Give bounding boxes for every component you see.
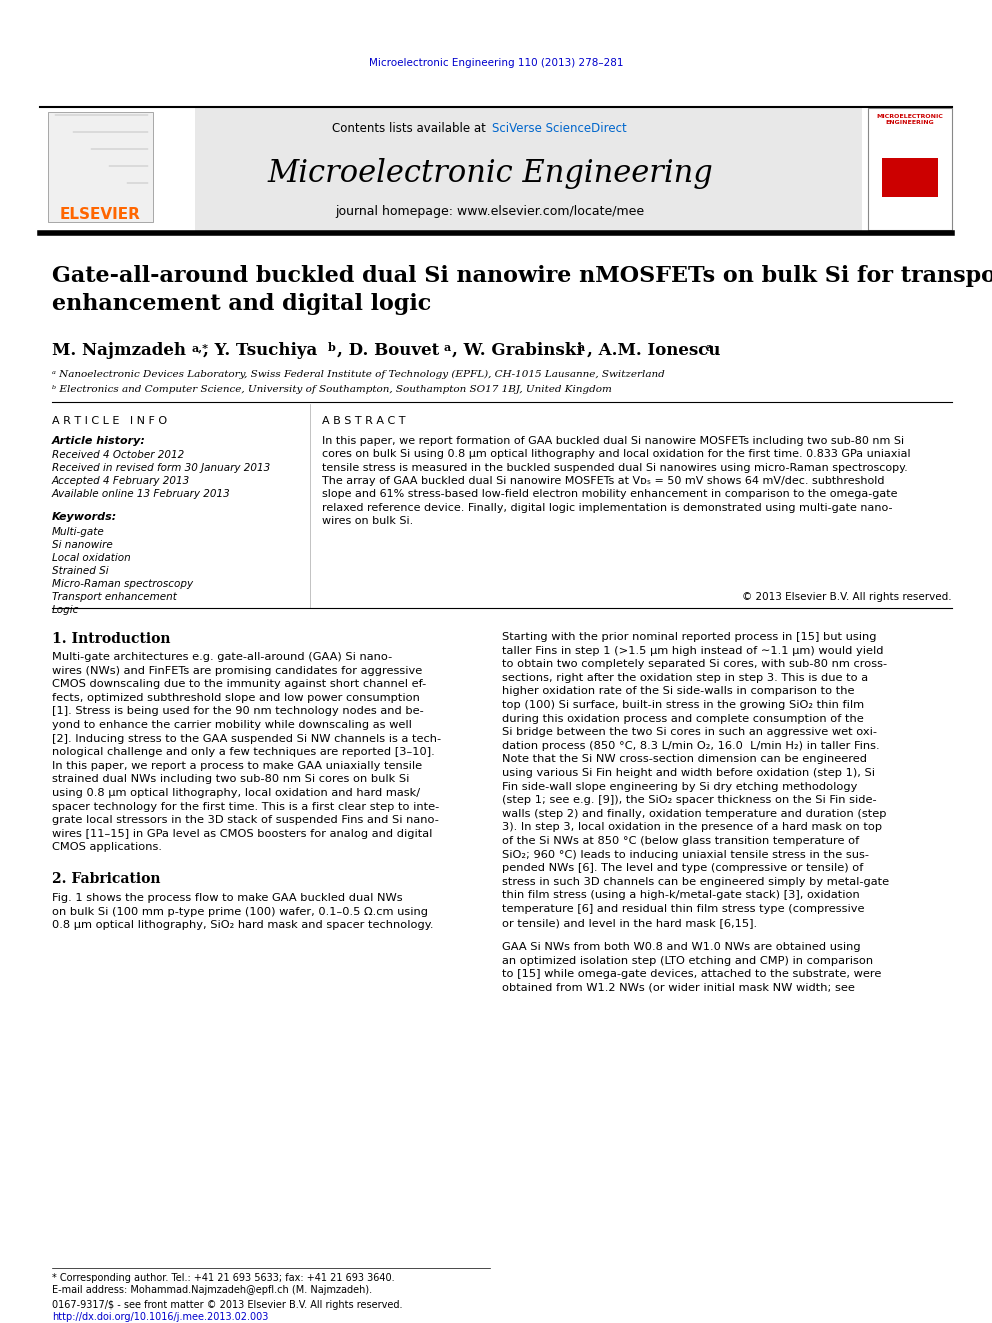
Text: Accepted 4 February 2013: Accepted 4 February 2013 xyxy=(52,476,190,486)
Text: a: a xyxy=(443,343,450,353)
Text: a,*: a,* xyxy=(191,343,208,353)
Text: Contents lists available at: Contents lists available at xyxy=(332,122,490,135)
Text: GAA Si NWs from both W0.8 and W1.0 NWs are obtained using
an optimized isolation: GAA Si NWs from both W0.8 and W1.0 NWs a… xyxy=(502,942,881,992)
Text: MICROELECTRONIC
ENGINEERING: MICROELECTRONIC ENGINEERING xyxy=(877,114,943,124)
Text: * Corresponding author. Tel.: +41 21 693 5633; fax: +41 21 693 3640.: * Corresponding author. Tel.: +41 21 693… xyxy=(52,1273,395,1283)
Text: 0167-9317/$ - see front matter © 2013 Elsevier B.V. All rights reserved.: 0167-9317/$ - see front matter © 2013 El… xyxy=(52,1301,403,1310)
Bar xyxy=(868,108,952,230)
Text: A R T I C L E   I N F O: A R T I C L E I N F O xyxy=(52,415,167,426)
Text: b: b xyxy=(328,343,336,353)
Text: Article history:: Article history: xyxy=(52,437,146,446)
Text: , Y. Tsuchiya: , Y. Tsuchiya xyxy=(203,343,317,359)
Text: E-mail address: Mohammad.Najmzadeh@epfl.ch (M. Najmzadeh).: E-mail address: Mohammad.Najmzadeh@epfl.… xyxy=(52,1285,372,1295)
Bar xyxy=(40,107,195,232)
Text: Fig. 1 shows the process flow to make GAA buckled dual NWs
on bulk Si (100 mm p-: Fig. 1 shows the process flow to make GA… xyxy=(52,893,434,930)
Text: ᵃ Nanoelectronic Devices Laboratory, Swiss Federal Institute of Technology (EPFL: ᵃ Nanoelectronic Devices Laboratory, Swi… xyxy=(52,370,665,380)
Text: http://dx.doi.org/10.1016/j.mee.2013.02.003: http://dx.doi.org/10.1016/j.mee.2013.02.… xyxy=(52,1312,269,1322)
Text: Strained Si: Strained Si xyxy=(52,566,109,576)
Text: , D. Bouvet: , D. Bouvet xyxy=(337,343,439,359)
Text: Si nanowire: Si nanowire xyxy=(52,540,113,550)
Text: Microelectronic Engineering: Microelectronic Engineering xyxy=(267,157,713,189)
Bar xyxy=(882,157,938,197)
Text: Gate-all-around buckled dual Si nanowire nMOSFETs on bulk Si for transport
enhan: Gate-all-around buckled dual Si nanowire… xyxy=(52,265,992,315)
Text: Microelectronic Engineering 110 (2013) 278–281: Microelectronic Engineering 110 (2013) 2… xyxy=(369,58,623,67)
Text: Local oxidation: Local oxidation xyxy=(52,553,131,564)
Text: SciVerse ScienceDirect: SciVerse ScienceDirect xyxy=(492,122,627,135)
Text: Micro-Raman spectroscopy: Micro-Raman spectroscopy xyxy=(52,579,193,589)
Text: , W. Grabinski: , W. Grabinski xyxy=(452,343,582,359)
Text: 1. Introduction: 1. Introduction xyxy=(52,632,171,646)
Text: Transport enhancement: Transport enhancement xyxy=(52,591,177,602)
Text: Received 4 October 2012: Received 4 October 2012 xyxy=(52,450,185,460)
Text: A B S T R A C T: A B S T R A C T xyxy=(322,415,406,426)
Text: 2. Fabrication: 2. Fabrication xyxy=(52,872,161,886)
Text: Received in revised form 30 January 2013: Received in revised form 30 January 2013 xyxy=(52,463,270,474)
Text: © 2013 Elsevier B.V. All rights reserved.: © 2013 Elsevier B.V. All rights reserved… xyxy=(742,591,952,602)
Text: M. Najmzadeh: M. Najmzadeh xyxy=(52,343,186,359)
Text: ELSEVIER: ELSEVIER xyxy=(60,206,141,222)
Text: , A.M. Ionescu: , A.M. Ionescu xyxy=(587,343,720,359)
Text: Available online 13 February 2013: Available online 13 February 2013 xyxy=(52,490,231,499)
Text: a: a xyxy=(706,343,713,353)
Text: Keywords:: Keywords: xyxy=(52,512,117,523)
Text: ᵇ Electronics and Computer Science, University of Southampton, Southampton SO17 : ᵇ Electronics and Computer Science, Univ… xyxy=(52,385,612,394)
Text: Multi-gate architectures e.g. gate-all-around (GAA) Si nano-
wires (NWs) and Fin: Multi-gate architectures e.g. gate-all-a… xyxy=(52,652,441,852)
Text: Starting with the prior nominal reported process in [15] but using
taller Fins i: Starting with the prior nominal reported… xyxy=(502,632,889,927)
Text: Logic: Logic xyxy=(52,605,79,615)
Text: In this paper, we report formation of GAA buckled dual Si nanowire MOSFETs inclu: In this paper, we report formation of GA… xyxy=(322,437,911,527)
Text: journal homepage: www.elsevier.com/locate/mee: journal homepage: www.elsevier.com/locat… xyxy=(335,205,645,218)
Bar xyxy=(48,112,153,222)
Text: a: a xyxy=(578,343,585,353)
Text: Multi-gate: Multi-gate xyxy=(52,527,105,537)
Bar xyxy=(40,107,862,232)
